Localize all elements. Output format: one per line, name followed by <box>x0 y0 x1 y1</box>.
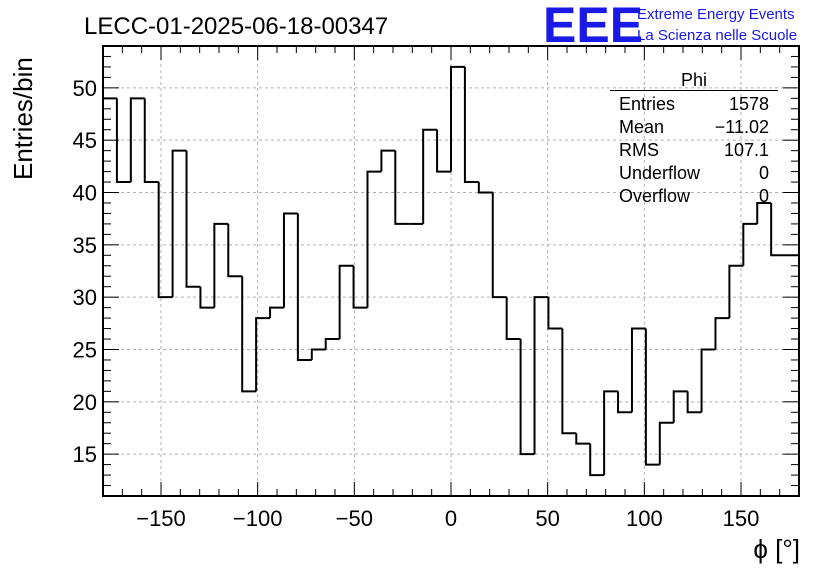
histogram-bin <box>604 391 618 475</box>
histogram-bin <box>590 444 604 475</box>
histogram-bin <box>632 329 646 413</box>
histogram-bin <box>479 182 493 192</box>
histogram-bin <box>367 172 381 308</box>
stats-row-label: RMS <box>619 140 659 160</box>
histogram-bin <box>576 433 590 443</box>
histogram-bin <box>646 329 660 465</box>
stats-row-label: Mean <box>619 117 664 137</box>
stats-row-value: 0 <box>759 163 769 183</box>
histogram-bin <box>298 213 312 360</box>
histogram-bin <box>284 213 298 307</box>
stats-title: Phi <box>681 70 707 90</box>
chart-title: LECC-01-2025-06-18-00347 <box>84 13 388 40</box>
stats-row-value: −11.02 <box>715 117 769 137</box>
x-tick-label: 100 <box>626 506 663 531</box>
histogram-bin <box>270 308 284 318</box>
x-tick-label: −100 <box>233 506 283 531</box>
histogram-bin <box>340 266 354 339</box>
y-tick-label: 30 <box>73 285 97 310</box>
y-axis-label: Entries/bin <box>8 57 38 180</box>
histogram-bin <box>785 255 799 496</box>
histogram-bin <box>757 203 771 224</box>
stats-box: Phi Entries 1578 Mean −11.02 RMS 107.1 Underfl… <box>610 70 778 206</box>
y-tick-label: 15 <box>73 442 97 467</box>
histogram-bin <box>214 224 228 308</box>
histogram-bin <box>354 266 368 308</box>
histogram-bin <box>381 151 395 172</box>
stats-row-value: 1578 <box>729 94 769 114</box>
stats-row-label: Overflow <box>619 186 691 206</box>
histogram-bin <box>674 391 688 422</box>
y-tick-label: 40 <box>73 181 97 206</box>
logo-line-1: Extreme Energy Events <box>637 6 795 23</box>
stats-rows: Entries 1578 Mean −11.02 RMS 107.1 Underflow 0 O… <box>619 94 769 206</box>
y-tick-label: 50 <box>73 76 97 101</box>
stats-row-label: Entries <box>619 94 675 114</box>
y-tick-label: 20 <box>73 390 97 415</box>
y-tick-label: 35 <box>73 233 97 258</box>
histogram-bin <box>562 329 576 434</box>
histogram-bin <box>228 224 242 276</box>
logo-line-2: La Scienza nelle Scuole <box>637 27 797 44</box>
histogram-bin <box>465 67 479 182</box>
histogram-chart: −150 −100 −50 0 50 100 150 15 20 25 30 35 40 45 50 LEC… <box>0 0 836 572</box>
x-tick-label: −150 <box>136 506 186 531</box>
x-tick-label: −50 <box>336 506 373 531</box>
histogram-bin <box>437 130 451 172</box>
histogram-bin <box>507 297 521 339</box>
histogram-bin <box>326 339 340 349</box>
histogram-bin <box>256 318 270 391</box>
x-tick-label: 150 <box>723 506 760 531</box>
histogram-bin <box>131 98 145 182</box>
histogram-bin <box>242 276 256 391</box>
histogram-bin <box>548 297 562 328</box>
histogram-bin <box>187 151 201 287</box>
histogram-bin <box>702 349 716 412</box>
histogram-bin <box>535 297 549 454</box>
histogram-bin <box>173 151 187 298</box>
histogram-bin <box>521 339 535 454</box>
histogram-bin <box>312 349 326 359</box>
histogram-bin <box>423 130 437 224</box>
stats-row-label: Underflow <box>619 163 701 183</box>
x-tick-label: 0 <box>445 506 457 531</box>
y-tick-label: 25 <box>73 337 97 362</box>
stats-row-value: 0 <box>759 186 769 206</box>
y-tick-label: 45 <box>73 128 97 153</box>
eee-logo-mark: EEE <box>543 0 643 53</box>
histogram-bin <box>715 318 729 349</box>
stats-row-value: 107.1 <box>724 140 769 160</box>
x-tick-label: 50 <box>535 506 559 531</box>
x-axis-label: ϕ [°] <box>753 534 800 564</box>
histogram-bin <box>771 203 785 255</box>
histogram-bin <box>395 151 409 224</box>
histogram-bin <box>660 423 674 465</box>
histogram-bin <box>451 67 465 172</box>
